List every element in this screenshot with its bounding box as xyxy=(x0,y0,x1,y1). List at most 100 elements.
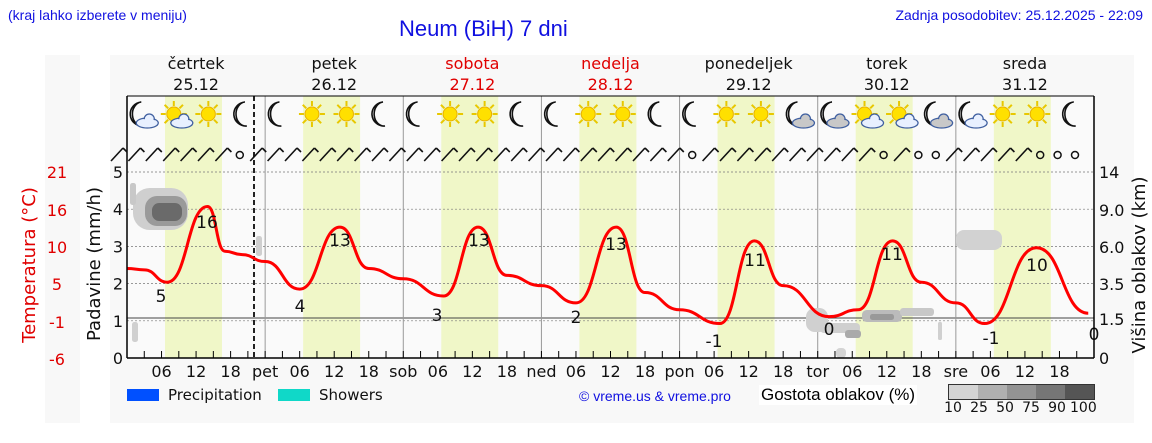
temp-label: -1 xyxy=(706,332,723,352)
wind-barb-icon xyxy=(423,147,441,162)
temp-label: 2 xyxy=(571,308,582,328)
x-tick-label: pet xyxy=(252,362,278,381)
cloud-height-tick: 3.5 xyxy=(1099,275,1124,294)
x-tick-label: 06 xyxy=(704,362,724,381)
precipitation-tick: 3 xyxy=(113,237,123,256)
daylight-band xyxy=(303,96,361,358)
credit-link[interactable]: © vreme.us & vreme.pro xyxy=(579,388,731,404)
day-date: 31.12 xyxy=(1002,75,1048,94)
precipitation-tick: 2 xyxy=(113,275,123,294)
x-tick-label: 06 xyxy=(289,362,309,381)
moon-icon xyxy=(647,101,662,127)
x-tick-label: 12 xyxy=(324,362,344,381)
daylight-band xyxy=(717,96,775,358)
sun-icon xyxy=(333,101,360,127)
temperature-tick: -6 xyxy=(49,350,65,369)
wind-barb-icon xyxy=(562,147,580,162)
wind-barb-icon xyxy=(510,147,528,162)
x-tick-label: 18 xyxy=(773,362,793,381)
wind-barb-icon xyxy=(597,147,615,162)
wind-barb-icon xyxy=(580,147,598,162)
cloud-patches xyxy=(130,183,1002,358)
showers-swatch xyxy=(278,389,310,401)
precipitation-tick: 5 xyxy=(113,163,123,182)
wind-barb-icon xyxy=(1015,147,1033,162)
day-date: 30.12 xyxy=(864,75,910,94)
cloud-height-tick: 14 xyxy=(1099,163,1119,182)
wind-barb-icon xyxy=(354,147,372,162)
x-tick-label: 06 xyxy=(151,362,171,381)
temperature-tick: 10 xyxy=(47,238,67,257)
day-date: 29.12 xyxy=(726,75,772,94)
wind-barb-icon xyxy=(997,147,1015,162)
temperature-tick: 21 xyxy=(47,163,67,182)
day-name: četrtek xyxy=(168,54,226,73)
wind-barb-icon xyxy=(980,147,998,162)
temperature-tick: 5 xyxy=(52,275,62,294)
wind-barb-icon xyxy=(388,147,406,162)
x-tick-label: 06 xyxy=(566,362,586,381)
wind-barb-icon xyxy=(475,147,493,162)
sun-icon xyxy=(989,101,1016,127)
x-tick-label: sob xyxy=(389,362,417,381)
x-tick-label: 06 xyxy=(842,362,862,381)
wind-barb-icon xyxy=(823,147,841,162)
wind-barb-icon xyxy=(301,147,319,162)
calm-wind-icon xyxy=(1035,150,1045,160)
temp-label: 13 xyxy=(329,231,351,251)
sun-cloud-icon xyxy=(160,101,194,129)
wind-barb-icon xyxy=(615,147,633,162)
x-tick-label: 18 xyxy=(359,362,379,381)
x-tick-label: 18 xyxy=(1049,362,1069,381)
day-name: ponedeljek xyxy=(705,54,794,73)
temp-label: 11 xyxy=(744,251,766,271)
moon-icon xyxy=(543,101,558,127)
wind-barb-icon xyxy=(458,147,476,162)
wind-barb-icon xyxy=(127,147,145,162)
calm-wind-icon xyxy=(235,150,245,160)
cloud-height-tick: 1.5 xyxy=(1099,310,1124,329)
calm-wind-icon xyxy=(914,150,923,160)
legend-showers-label: Showers xyxy=(319,386,383,404)
wind-barb-icon xyxy=(267,147,285,162)
x-tick-label: 12 xyxy=(186,362,206,381)
temperature-tick: 16 xyxy=(47,201,67,220)
wind-barb-icon xyxy=(528,147,546,162)
precipitation-axis-label: Padavine (mm/h) xyxy=(84,187,105,341)
sun-icon xyxy=(609,101,636,127)
day-name: nedelja xyxy=(581,54,640,73)
x-tick-label: 12 xyxy=(462,362,482,381)
wind-barb-icon xyxy=(858,147,876,162)
page-title: Neum (BiH) 7 dni xyxy=(399,16,568,41)
temperature-axis-label: Temperatura (°C) xyxy=(19,187,40,344)
legend-showers: Showers xyxy=(278,386,383,404)
moon-icon xyxy=(405,101,420,127)
moon-cloud-icon xyxy=(820,101,850,129)
wind-barb-icon xyxy=(110,147,128,162)
x-tick-label: sre xyxy=(944,362,968,381)
temp-label: 4 xyxy=(295,297,306,317)
calm-wind-icon xyxy=(931,150,941,160)
day-date: 27.12 xyxy=(449,75,495,94)
location-hint: (kraj lahko izberete v meniju) xyxy=(8,7,187,23)
temp-label: 0 xyxy=(824,320,835,340)
wind-barb-icon xyxy=(806,147,824,162)
moon-cloud-icon xyxy=(923,101,954,129)
cloud-height-tick: 6.0 xyxy=(1099,238,1124,257)
wind-barb-icon xyxy=(441,147,459,162)
wind-barb-icon xyxy=(893,147,911,162)
moon-icon xyxy=(509,101,524,127)
temp-label: 13 xyxy=(468,231,490,251)
precipitation-tick: 1 xyxy=(113,312,123,331)
precipitation-tick: 4 xyxy=(113,200,123,219)
wind-barb-icon xyxy=(197,147,215,162)
temp-label: 13 xyxy=(605,235,627,255)
x-tick-label: 12 xyxy=(1015,362,1035,381)
sun-icon xyxy=(298,101,325,127)
x-tick-label: tor xyxy=(806,362,829,381)
temp-label: 11 xyxy=(881,245,903,265)
sun-icon xyxy=(713,101,740,127)
wind-barb-icon xyxy=(963,147,981,162)
wind-barb-icon xyxy=(371,147,389,162)
